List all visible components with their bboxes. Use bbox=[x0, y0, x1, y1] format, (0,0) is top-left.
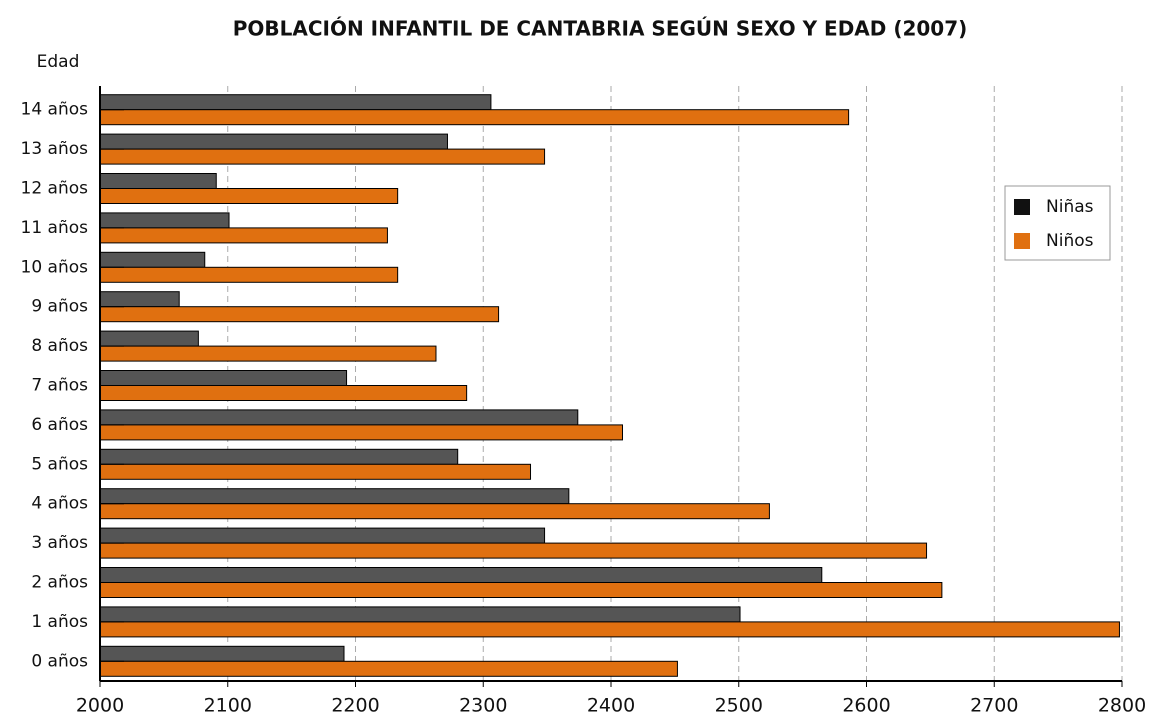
bar bbox=[99, 133, 448, 150]
y-tick-label: 8 años bbox=[31, 336, 88, 356]
bar bbox=[99, 148, 546, 165]
bar bbox=[99, 385, 468, 401]
y-tick-label: 11 años bbox=[21, 218, 89, 238]
y-tick-label: 0 años bbox=[31, 651, 88, 671]
y-tick-label: 7 años bbox=[31, 376, 88, 396]
x-tick-label: 2000 bbox=[76, 695, 124, 717]
bar bbox=[99, 251, 206, 268]
x-tick-label: 2200 bbox=[331, 695, 379, 717]
x-tick-label: 2100 bbox=[204, 695, 252, 717]
y-tick-label: 2 años bbox=[31, 573, 88, 593]
bar bbox=[99, 188, 399, 204]
bar bbox=[99, 370, 348, 386]
y-tick-label: 1 años bbox=[31, 612, 88, 632]
x-tick-label: 2600 bbox=[842, 695, 890, 717]
y-tick-label: 4 años bbox=[31, 494, 88, 514]
legend-swatch bbox=[1014, 233, 1030, 249]
x-tick-label: 2500 bbox=[715, 695, 763, 717]
x-tick-label: 2400 bbox=[587, 695, 635, 717]
legend-label: Niñas bbox=[1046, 197, 1094, 217]
bar bbox=[99, 330, 199, 347]
bar bbox=[99, 488, 570, 505]
bar bbox=[99, 345, 437, 362]
x-tick-label: 2800 bbox=[1098, 695, 1146, 717]
bar bbox=[99, 109, 850, 126]
y-axis-label: Edad bbox=[37, 52, 80, 72]
bar bbox=[99, 527, 546, 544]
y-tick-label: 9 años bbox=[31, 297, 88, 317]
bar bbox=[99, 567, 823, 583]
bar bbox=[99, 266, 399, 283]
y-tick-label: 6 años bbox=[31, 415, 88, 435]
bar bbox=[99, 621, 1120, 638]
y-tick-label: 14 años bbox=[21, 100, 89, 120]
bar bbox=[99, 606, 741, 623]
bar bbox=[99, 542, 928, 559]
bar bbox=[99, 94, 492, 111]
bar bbox=[99, 448, 459, 465]
y-tick-label: 13 años bbox=[21, 139, 89, 159]
bar bbox=[99, 227, 388, 244]
bar bbox=[99, 409, 579, 426]
legend-swatch bbox=[1014, 199, 1030, 215]
bar bbox=[99, 582, 943, 598]
bar bbox=[99, 291, 180, 308]
x-tick-label: 2700 bbox=[970, 695, 1018, 717]
chart-title: POBLACIÓN INFANTIL DE CANTABRIA SEGÚN SE… bbox=[233, 17, 968, 41]
legend-label: Niños bbox=[1046, 231, 1094, 251]
y-tick-label: 3 años bbox=[31, 533, 88, 553]
bar bbox=[99, 503, 770, 520]
bar bbox=[99, 212, 230, 229]
bar bbox=[99, 463, 532, 480]
y-tick-label: 5 años bbox=[31, 454, 88, 474]
bar bbox=[99, 173, 217, 189]
bar bbox=[99, 645, 345, 662]
bar bbox=[99, 660, 678, 677]
y-tick-label: 10 años bbox=[21, 257, 89, 277]
bar bbox=[99, 306, 500, 323]
y-tick-label: 12 años bbox=[21, 179, 89, 199]
x-tick-label: 2300 bbox=[459, 695, 507, 717]
bar bbox=[99, 424, 623, 441]
